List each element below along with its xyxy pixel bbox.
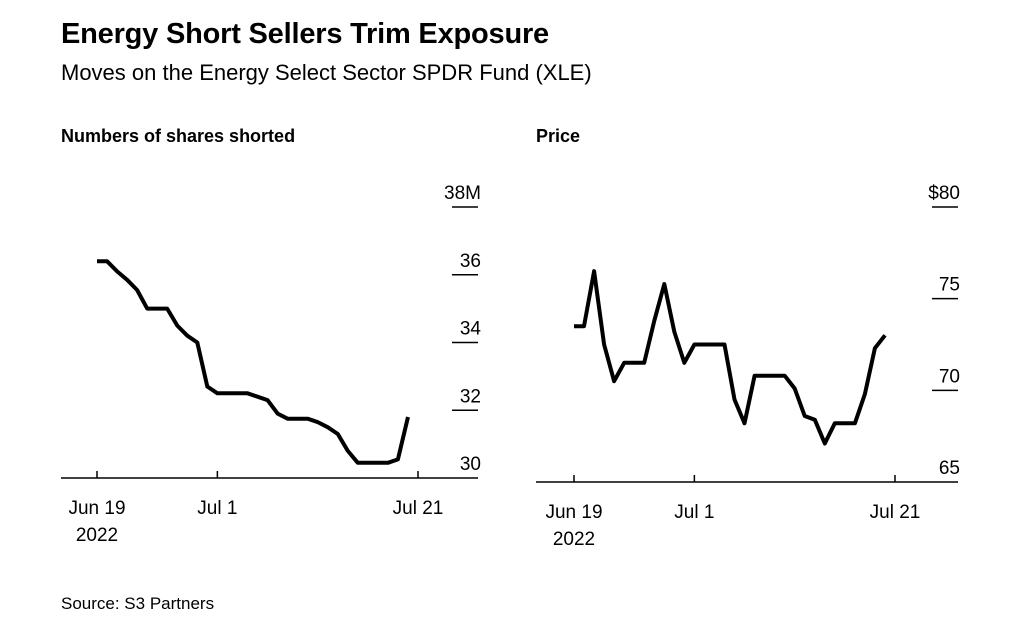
y-tick-label: 30 [460, 454, 481, 475]
y-tick-label: 75 [939, 275, 960, 296]
x-tick-label: Jun 19 [545, 502, 602, 523]
x-tick-year-label: 2022 [553, 529, 595, 550]
y-tick-label: 70 [939, 366, 960, 387]
shares-shorted-panel: Numbers of shares shorted 38M 36 34 32 30 Jun … [61, 126, 481, 546]
x-tick-label: Jun 19 [68, 498, 125, 519]
source-note: Source: S3 Partners [61, 594, 215, 613]
series-line [574, 269, 887, 446]
price-panel: Price $80 75 70 65 Jun 19 2022 Jul 1 Jul 21 [536, 126, 960, 550]
x-tick-label: Jul 21 [393, 498, 444, 519]
y-tick-label: 32 [460, 386, 481, 407]
y-tick-label: 65 [939, 458, 960, 479]
series-line [97, 259, 410, 465]
chart-subtitle: Moves on the Energy Select Sector SPDR F… [61, 60, 592, 85]
y-tick-label: $80 [928, 183, 960, 204]
y-tick-label: 38M [444, 183, 481, 204]
panel-title: Price [536, 126, 580, 146]
x-tick-year-label: 2022 [76, 525, 118, 546]
y-tick-label: 36 [460, 251, 481, 272]
x-tick-label: Jul 21 [870, 502, 921, 523]
x-tick-label: Jul 1 [674, 502, 714, 523]
panel-title: Numbers of shares shorted [61, 126, 295, 146]
x-tick-label: Jul 1 [197, 498, 237, 519]
chart-title: Energy Short Sellers Trim Exposure [61, 18, 549, 50]
y-tick-label: 34 [460, 319, 482, 340]
